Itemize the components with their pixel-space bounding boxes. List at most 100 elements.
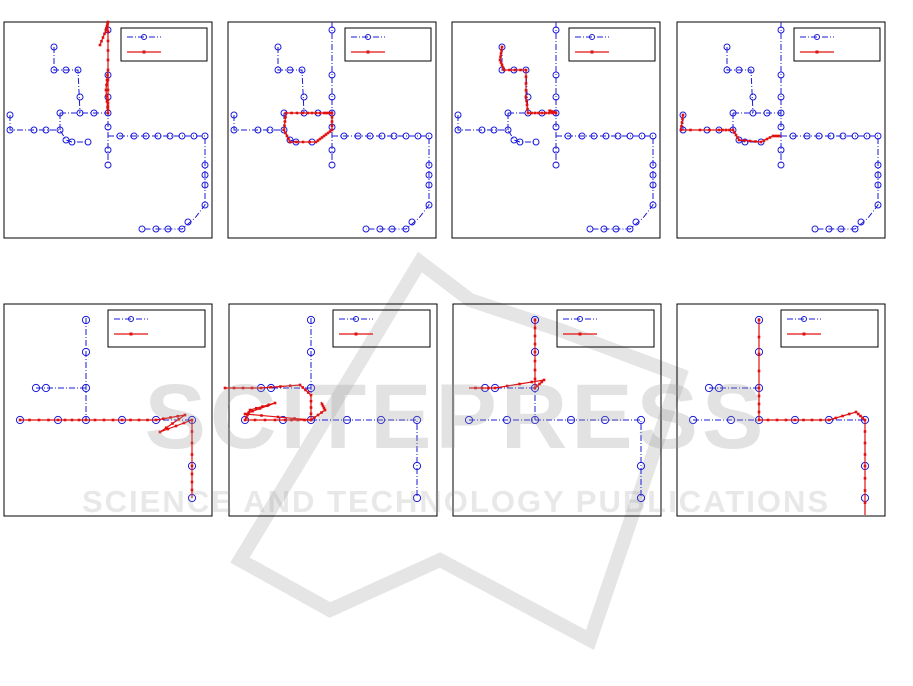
map-node	[735, 66, 743, 74]
trajectory-point	[773, 134, 777, 138]
trajectory-point	[533, 342, 537, 346]
trajectory-point	[129, 418, 132, 422]
trajectory-point	[111, 418, 115, 422]
map-node	[811, 225, 819, 233]
trajectory-point	[182, 421, 186, 425]
map-node	[552, 26, 560, 34]
trajectory-point	[303, 418, 306, 422]
map-node	[874, 181, 882, 189]
trajectory-point	[296, 418, 300, 422]
trajectory-point	[93, 418, 97, 422]
map-node	[142, 132, 150, 140]
trajectory-point	[708, 128, 711, 132]
trajectory-point	[106, 101, 110, 105]
trajectory-point	[105, 94, 108, 98]
map-node	[81, 383, 91, 393]
trajectory-point	[784, 418, 788, 422]
trajectory-point	[174, 424, 178, 428]
trajectory-point	[190, 430, 194, 433]
map-node	[184, 218, 192, 226]
trajectory-point	[105, 26, 108, 30]
trajectory-point	[154, 418, 158, 422]
map-node	[408, 218, 416, 226]
trajectory-point	[499, 55, 502, 59]
trajectory-point	[287, 137, 290, 141]
legend-node	[141, 34, 147, 40]
map-node	[376, 415, 386, 425]
map-node	[230, 111, 238, 119]
trajectory-point	[863, 430, 867, 433]
map-node	[412, 493, 422, 503]
trajectory-point	[863, 464, 867, 468]
map-node	[777, 71, 785, 79]
map-node	[104, 146, 112, 154]
legend-point	[354, 332, 358, 336]
trajectory-point	[533, 350, 537, 354]
legend-point	[129, 332, 133, 336]
map-node	[649, 161, 657, 169]
trajectory-point	[681, 113, 685, 117]
trajectory-point	[551, 111, 554, 115]
map-node	[777, 146, 785, 154]
map-node	[328, 146, 336, 154]
trajectory-point	[728, 128, 731, 132]
map-node	[50, 66, 58, 74]
map-edge	[108, 135, 206, 230]
map-node	[874, 171, 882, 179]
trajectory-point	[320, 136, 324, 139]
trajectory-point	[284, 111, 288, 115]
trajectory-point	[260, 414, 263, 417]
map-node	[342, 415, 352, 425]
trajectory-point	[146, 418, 149, 422]
trajectory-point	[533, 359, 537, 363]
map-edge	[726, 47, 754, 114]
map-node	[636, 415, 646, 425]
trajectory-point	[190, 464, 194, 468]
trajectory-point	[258, 407, 262, 410]
trajectory-point	[314, 140, 318, 144]
trajectory-point	[295, 140, 298, 144]
map-node	[425, 161, 433, 169]
map-node	[56, 126, 64, 134]
trajectory-point	[243, 412, 247, 416]
trajectory-point	[106, 30, 110, 33]
trajectory-point	[98, 43, 102, 47]
map-node	[726, 415, 736, 425]
map-node	[340, 132, 348, 140]
map-node	[274, 66, 282, 74]
trajectory-point	[724, 128, 728, 132]
trajectory-point	[285, 134, 289, 138]
trajectory-point	[736, 136, 739, 139]
map-node	[81, 315, 91, 325]
trajectory-point	[190, 480, 194, 484]
trajectory-point	[757, 394, 761, 398]
trajectory-point	[533, 111, 537, 115]
trajectory-point	[301, 111, 304, 115]
map-node	[590, 132, 598, 140]
trajectory-point	[757, 402, 761, 406]
trajectory-point	[680, 124, 683, 128]
trajectory-point	[524, 95, 528, 99]
trajectory-point	[106, 22, 109, 26]
trajectory-point	[279, 385, 282, 388]
watermark-title: SCITEPRESS	[145, 366, 768, 468]
legend-point	[578, 332, 582, 336]
trajectory-point	[757, 410, 761, 414]
trajectory-point	[526, 111, 530, 115]
map-node	[300, 93, 308, 101]
trajectory-point	[500, 45, 504, 49]
trajectory-point	[330, 115, 334, 119]
map-node	[90, 109, 98, 117]
legend-box	[344, 27, 432, 62]
map-node	[6, 111, 14, 119]
trajectory-point	[524, 68, 528, 72]
trajectory-point	[326, 131, 330, 135]
trajectory-point	[554, 111, 558, 115]
trajectory-point	[323, 408, 327, 412]
trajectory-point	[106, 49, 110, 52]
map-node	[42, 126, 50, 134]
trajectory-point	[533, 386, 537, 390]
trajectory-point	[190, 418, 194, 422]
map-edge	[501, 47, 529, 114]
trajectory-point	[524, 88, 528, 92]
